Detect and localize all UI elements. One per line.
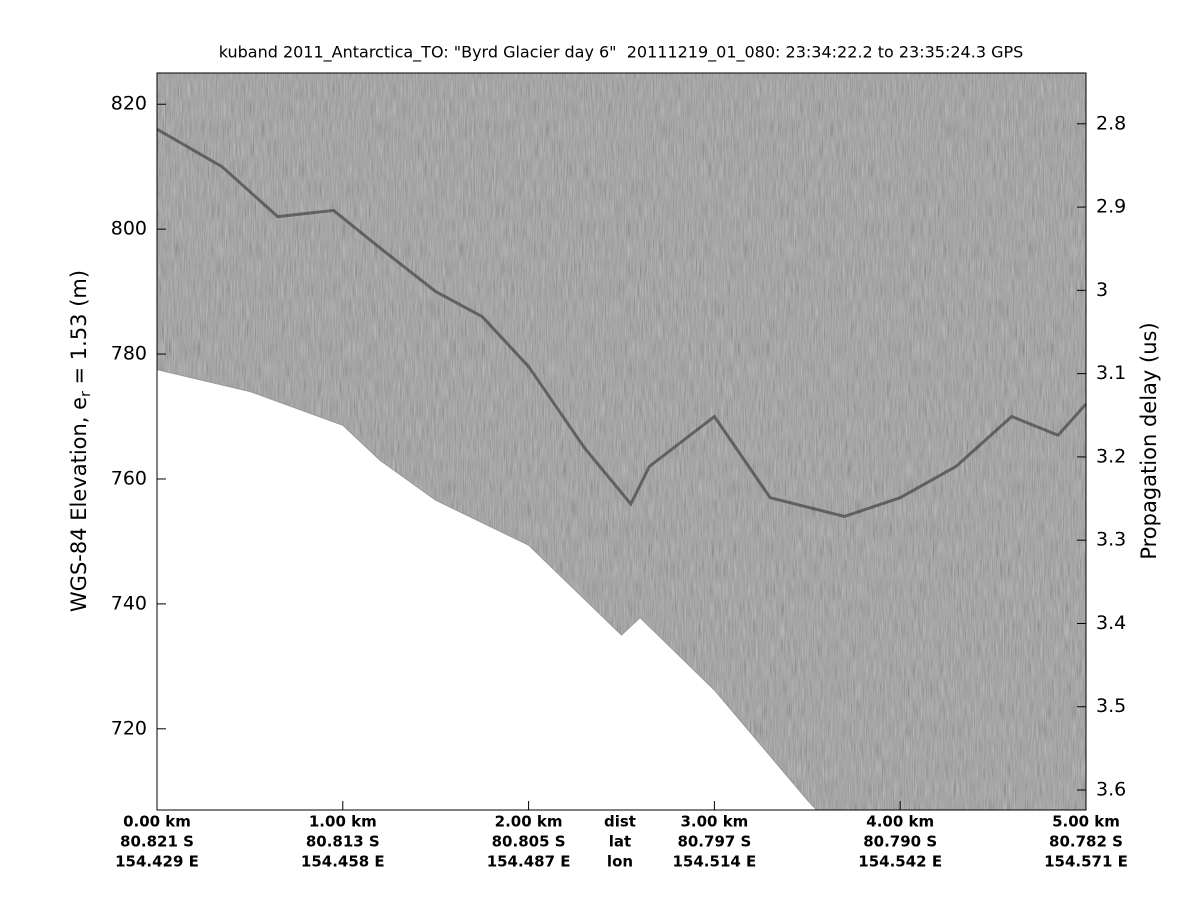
y-tick-label: 720	[111, 717, 147, 739]
lat-label: 80.797 S	[677, 833, 751, 851]
surface-line	[156, 369, 817, 811]
row-label: lon	[607, 853, 633, 871]
row-label: lat	[609, 833, 631, 851]
y-label-text: WGS-84 Elevation, e	[67, 397, 91, 612]
x-tick-label: 2.00 km	[495, 813, 563, 831]
lon-label: 154.458 E	[301, 853, 385, 871]
chart-title: kuband 2011_Antarctica_TO: "Byrd Glacier…	[219, 43, 1024, 63]
y2-tick-label: 3.3	[1096, 529, 1126, 551]
no-data-area	[157, 369, 817, 810]
y-label-subscript: r	[78, 391, 94, 397]
x-tick-label: 0.00 km	[123, 813, 191, 831]
row-label: dist	[604, 813, 636, 831]
y-tick-label: 740	[111, 592, 147, 614]
y-tick-label: 760	[111, 467, 147, 489]
lon-label: 154.514 E	[673, 853, 757, 871]
y2-tick-label: 3.5	[1096, 695, 1126, 717]
lon-label: 154.429 E	[115, 853, 199, 871]
lon-label: 154.487 E	[487, 853, 571, 871]
lat-label: 80.813 S	[306, 833, 380, 851]
y2-tick-label: 2.8	[1096, 112, 1126, 134]
lon-label: 154.571 E	[1044, 853, 1128, 871]
y2-tick-label: 3.4	[1096, 612, 1126, 634]
y-tick-label: 780	[111, 343, 147, 365]
lat-label: 80.790 S	[863, 833, 937, 851]
lon-label: 154.542 E	[858, 853, 942, 871]
y2-axis-label: Propagation delay (us)	[1137, 322, 1161, 559]
y2-tick-label: 3.6	[1096, 779, 1126, 801]
lat-label: 80.782 S	[1049, 833, 1123, 851]
x-tick-label: 5.00 km	[1052, 813, 1120, 831]
y-axis-label: WGS-84 Elevation, er = 1.53 (m)	[67, 270, 94, 612]
y2-tick-label: 3.1	[1096, 362, 1126, 384]
y-label-text: = 1.53 (m)	[67, 270, 91, 391]
y-tick-label: 800	[111, 218, 147, 240]
y-tick-label: 820	[111, 93, 147, 115]
y2-tick-label: 3.2	[1096, 445, 1126, 467]
y2-tick-label: 2.9	[1096, 196, 1126, 218]
x-tick-label: 1.00 km	[309, 813, 377, 831]
x-tick-label: 3.00 km	[680, 813, 748, 831]
bed-reflector	[156, 127, 1088, 519]
plot-frame	[156, 72, 1087, 811]
x-tick-label: 4.00 km	[866, 813, 934, 831]
lat-label: 80.805 S	[492, 833, 566, 851]
y2-tick-label: 3	[1096, 279, 1108, 301]
lat-label: 80.821 S	[120, 833, 194, 851]
